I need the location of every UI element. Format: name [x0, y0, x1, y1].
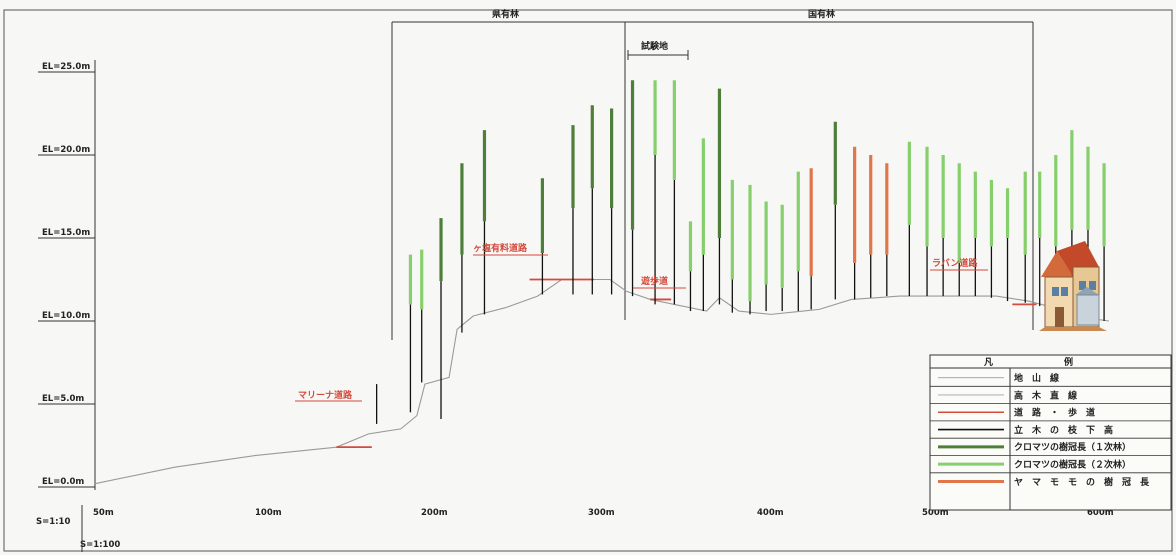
y-tick-label: EL=25.0m: [42, 62, 90, 72]
x-tick-layer: 50m 100m 200m 300m 400m 500m 600m: [93, 508, 1114, 518]
y-tick-label: EL=0.0m: [42, 477, 84, 487]
legend-label: 道 路 ・ 歩 道: [1014, 407, 1095, 419]
x-tick-label: 100m: [255, 508, 282, 518]
y-tick-label: EL=15.0m: [42, 228, 90, 238]
x-tick-label: 500m: [922, 508, 949, 518]
region-brackets: 県有林 国有林 試験地: [391, 8, 1034, 340]
region-label-prefectural: 県有林: [492, 8, 520, 20]
y-tick-label: EL=20.0m: [42, 145, 90, 155]
legend-label: 立 木 の 枝 下 高: [1014, 424, 1113, 436]
road-label-laban: ラバン道路: [932, 257, 978, 269]
x-tick-label: 300m: [588, 508, 615, 518]
legend-header-right: 例: [1064, 356, 1073, 368]
region-label-test-area: 試験地: [641, 40, 668, 52]
road-layer: [336, 278, 1037, 449]
legend-header-left: 凡: [983, 357, 993, 368]
legend-label: クロマツの樹冠長（２次林）: [1014, 459, 1131, 471]
legend-label: クロマツの樹冠長（１次林）: [1014, 441, 1131, 453]
scale-label-v: S=1:100: [80, 540, 120, 550]
house-icon: [1039, 241, 1107, 331]
y-tick-layer: EL=25.0m EL=20.0m EL=15.0m EL=10.0m EL=5…: [38, 62, 95, 488]
legend-label: ヤ マ モ モ の 樹 冠 長: [1014, 476, 1150, 488]
legend-rows: 地 山 線高 木 直 線道 路 ・ 歩 道立 木 の 枝 下 高クロマツの樹冠長…: [930, 372, 1171, 488]
scale-label-h: S=1:10: [36, 517, 70, 527]
road-label-toll: ヶ塩有料道路: [473, 242, 528, 254]
legend: 凡 例 地 山 線高 木 直 線道 路 ・ 歩 道立 木 の 枝 下 高クロマツ…: [929, 354, 1172, 511]
diagram-frame: [3, 9, 1173, 552]
x-tick-label: 50m: [93, 508, 114, 518]
legend-label: 高 木 直 線: [1014, 389, 1077, 401]
x-tick-label: 400m: [757, 508, 784, 518]
legend-label: 地 山 線: [1014, 372, 1059, 384]
x-tick-label: 200m: [421, 508, 448, 518]
x-tick-label: 600m: [1087, 508, 1114, 518]
legend-box: [929, 354, 1172, 511]
y-tick-label: EL=5.0m: [42, 394, 84, 404]
road-labels: マリーナ道路 ヶ塩有料道路 遊歩道 ラバン道路: [295, 242, 988, 402]
y-tick-label: EL=10.0m: [42, 311, 90, 321]
road-label-promenade: 遊歩道: [641, 275, 668, 287]
region-label-national: 国有林: [808, 8, 836, 20]
road-label-marina: マリーナ道路: [298, 389, 353, 401]
